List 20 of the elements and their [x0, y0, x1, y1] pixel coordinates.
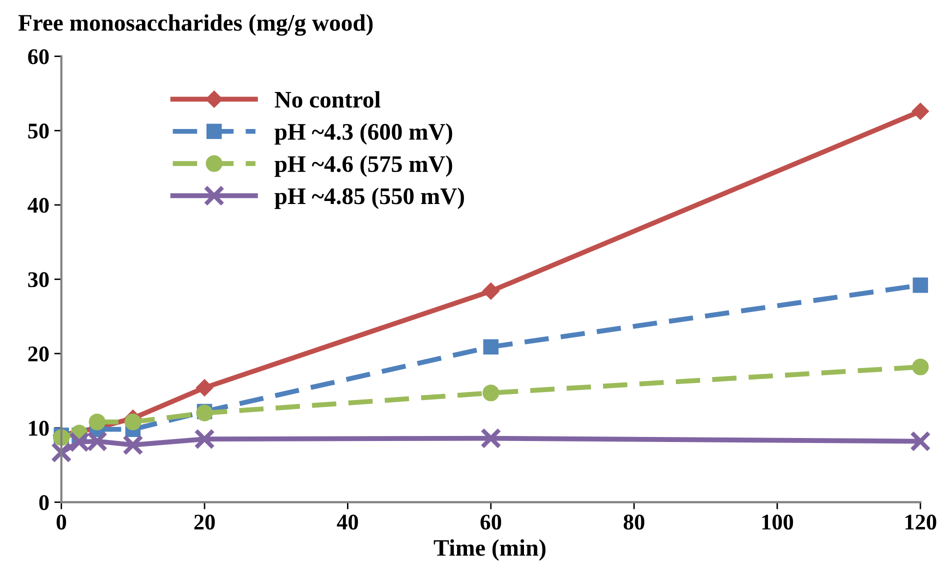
y-tick-label: 20: [28, 346, 49, 362]
x-axis-title: Time (min): [434, 539, 546, 561]
x-tick-label: 40: [336, 514, 358, 530]
y-tick-label: 40: [28, 198, 49, 213]
y-tick-label: 10: [29, 420, 49, 436]
x-tick-label: 20: [194, 514, 215, 530]
legend-label: pH ~4.6 (575 mV): [274, 155, 452, 177]
y-tick-label: 30: [28, 272, 49, 288]
y-tick-label: 60: [28, 49, 49, 64]
y-tick-label: 50: [28, 124, 49, 139]
chart-title: Free monosaccharides (mg/g wood): [18, 14, 373, 36]
x-tick-label: 80: [624, 514, 644, 530]
legend-label: No control: [274, 91, 380, 108]
legend-label: pH ~4.85 (550 mV): [274, 188, 464, 210]
legend-label: pH ~4.3 (600 mV): [274, 123, 452, 145]
x-tick-label: 0: [56, 514, 66, 530]
x-tick-label: 100: [762, 514, 794, 530]
x-tick-label: 60: [480, 514, 502, 530]
x-tick-label: 120: [906, 514, 936, 530]
y-tick-label: 0: [39, 495, 49, 510]
